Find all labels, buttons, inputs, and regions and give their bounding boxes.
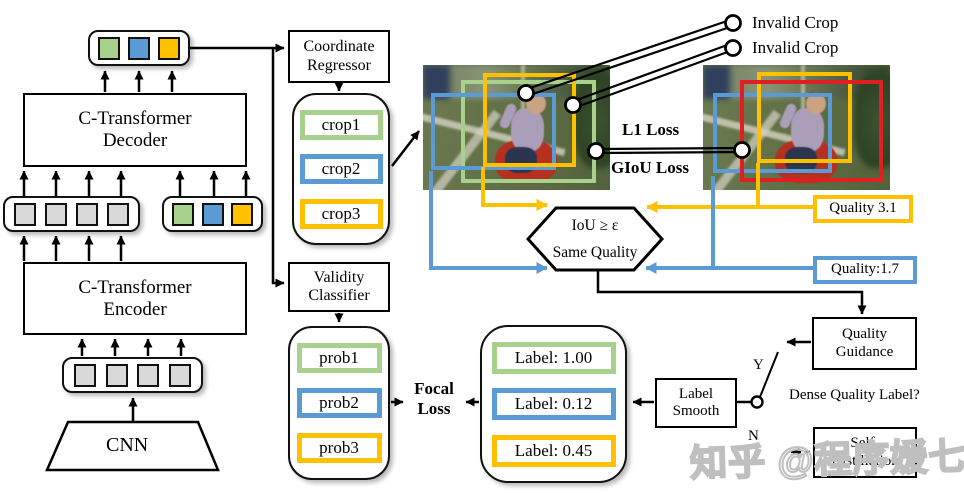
quality-blue-value: Quality:1.7: [831, 261, 899, 278]
coordinate-regressor-line1: Coordinate: [303, 38, 375, 56]
quality-blue-box: Quality:1.7: [813, 256, 917, 284]
iou-condition-text: IoU ≥ ε Same Quality: [537, 212, 653, 266]
switch-pivot-icon: [750, 395, 764, 409]
photo-baby-head: [806, 93, 826, 114]
coordinate-regressor-box: Coordinate Regressor: [288, 30, 390, 83]
crop-example-photo-left: [423, 65, 610, 190]
label-chip-3: Label: 0.45: [491, 434, 616, 467]
coordinate-regressor-line2: Regressor: [307, 56, 371, 74]
self-distillation-line2: Distillation: [831, 452, 899, 469]
prob1-chip: prob1: [296, 343, 382, 373]
crop-outputs-container: crop1 crop2 crop3: [292, 93, 390, 245]
gray-token: [169, 363, 192, 387]
iou-condition-line1: IoU ≥ ε: [571, 217, 619, 234]
gray-token: [14, 202, 36, 226]
prob-outputs-container: prob1 prob2 prob3: [288, 326, 390, 480]
decoder-output-tokens: [88, 30, 190, 66]
photo-foliage: [854, 73, 890, 168]
photo-baby-body: [511, 108, 544, 152]
l1-loss-label: L1 Loss: [622, 120, 680, 139]
gt-crop-bbox: [740, 80, 883, 182]
quality-guidance-line2: Guidance: [835, 343, 894, 360]
invalid-crop-label-top: Invalid Crop: [752, 13, 839, 32]
quality-yellow-box: Quality 3.1: [813, 195, 913, 223]
gray-token: [76, 202, 98, 226]
quality-yellow-value: Quality 3.1: [829, 200, 897, 217]
crop3-bbox: [483, 73, 576, 167]
crop3-chip: crop3: [299, 198, 383, 229]
green-token: [171, 202, 194, 226]
blue-token: [201, 202, 224, 226]
decoder-label-line2: Decoder: [102, 130, 168, 151]
encoder-label-line2: Encoder: [103, 298, 167, 320]
iou-condition-line2: Same Quality: [552, 244, 638, 262]
quality-guidance-line1: Quality: [842, 326, 887, 343]
label-smooth-line2: Smooth: [672, 403, 720, 419]
validity-classifier-line1: Validity: [313, 268, 365, 286]
quality-guidance-box: Quality Guidance: [812, 317, 917, 370]
crop2-chip: crop2: [299, 154, 383, 184]
switch-yes-label: Y: [753, 357, 764, 373]
focal-loss-line1: Focal: [414, 379, 454, 398]
c-transformer-decoder-box: C-Transformer Decoder: [23, 93, 247, 167]
gray-token: [73, 363, 96, 387]
zhihu-watermark: 知乎 @程序媛七七: [689, 434, 964, 485]
focal-loss-line2: Loss: [417, 399, 451, 418]
encoder-memory-tokens: [3, 196, 140, 232]
switch-no-label: N: [748, 428, 759, 444]
anchor-query-tokens: [162, 196, 263, 232]
label-chip-1: Label: 1.00: [491, 341, 616, 374]
encoder-label-line1: C-Transformer: [78, 276, 192, 298]
self-distillation-line1: Self-: [850, 435, 880, 452]
gray-token: [105, 363, 128, 387]
green-token: [98, 36, 120, 60]
gray-token: [45, 202, 67, 226]
prob3-chip: prob3: [296, 433, 382, 463]
dense-quality-question: Dense Quality Label?: [789, 387, 920, 403]
giou-loss-label: GIoU Loss: [611, 158, 689, 177]
cnn-feature-tokens: [62, 357, 203, 393]
c-transformer-encoder-box: C-Transformer Encoder: [23, 262, 247, 335]
decoder-label-line1: C-Transformer: [78, 108, 192, 130]
label-smooth-box: Label Smooth: [655, 378, 737, 428]
focal-loss-label: Focal Loss: [405, 379, 463, 419]
blue-token: [128, 36, 150, 60]
crop-example-photo-right: [703, 65, 890, 190]
label-chip-2: Label: 0.12: [491, 388, 616, 420]
gray-token: [107, 202, 129, 226]
crop1-chip: crop1: [299, 109, 383, 140]
photo-baby-body: [791, 108, 824, 152]
invalid-crop-label-bottom: Invalid Crop: [752, 38, 839, 57]
crop2-bbox: [713, 93, 832, 173]
yellow-token: [231, 202, 254, 226]
self-distillation-box: Self- Distillation: [813, 427, 917, 478]
smoothed-labels-container: Label: 1.00 Label: 0.12 Label: 0.45: [480, 325, 627, 483]
gray-token: [137, 363, 160, 387]
prob2-chip: prob2: [296, 388, 382, 418]
validity-classifier-box: Validity Classifier: [288, 262, 390, 312]
crop3-bbox: [757, 72, 852, 163]
yellow-token: [158, 36, 180, 60]
cnn-label: CNN: [106, 434, 149, 456]
label-smooth-line1: Label: [678, 385, 714, 402]
validity-classifier-line2: Classifier: [308, 287, 370, 304]
